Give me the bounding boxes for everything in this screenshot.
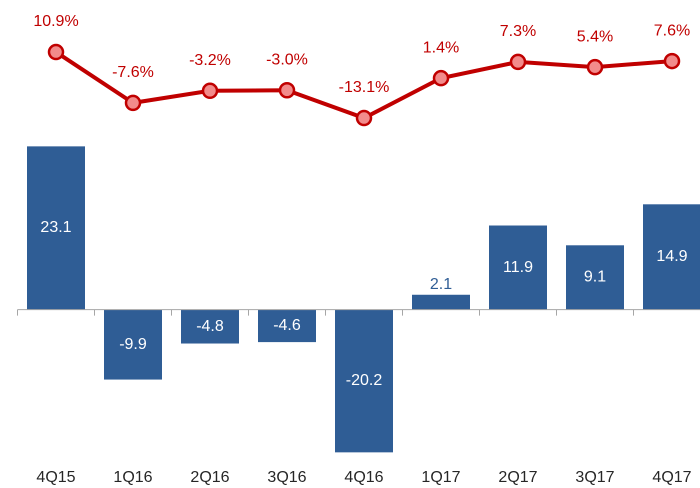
bar-value-label: 14.9 [656, 248, 687, 265]
line-marker [432, 69, 450, 87]
line-marker [355, 109, 373, 127]
line-value-label: 5.4% [577, 28, 613, 45]
bar [258, 309, 316, 343]
line-value-label: -3.2% [189, 52, 231, 69]
line-marker [586, 58, 604, 76]
bar-value-label: 9.1 [584, 269, 606, 286]
line-value-label: -13.1% [339, 79, 390, 96]
bar-value-label: 11.9 [503, 259, 533, 276]
bar-value-label: 23.1 [40, 219, 71, 236]
line-value-label: -3.0% [266, 51, 308, 68]
bar-value-label: -9.9 [119, 336, 147, 353]
line-marker [278, 82, 296, 99]
x-tick-label: 1Q17 [421, 469, 460, 486]
x-tick-label: 3Q16 [267, 469, 306, 486]
line-marker [201, 82, 219, 100]
bar-value-label: -4.8 [196, 318, 224, 335]
line-value-label: 7.3% [500, 23, 536, 40]
line-value-label: 10.9% [33, 13, 78, 30]
x-tick-label: 2Q17 [498, 469, 537, 486]
line-marker [124, 94, 142, 112]
bar-value-label: -4.6 [273, 317, 301, 334]
bar [181, 309, 239, 344]
bar [489, 225, 547, 310]
line-marker [663, 52, 681, 70]
x-tick-label: 4Q15 [36, 469, 75, 486]
x-tick-label: 2Q16 [190, 469, 229, 486]
x-tick-label: 1Q16 [113, 469, 152, 486]
bar [335, 309, 393, 453]
bar-value-label: 2.1 [430, 276, 452, 293]
line-marker [47, 43, 65, 61]
x-tick-label: 4Q16 [344, 469, 383, 486]
line-value-label: 7.6% [654, 22, 690, 39]
line-marker [509, 53, 527, 71]
x-tick-label: 4Q17 [652, 469, 691, 486]
bar [566, 245, 624, 310]
x-tick-label: 3Q17 [575, 469, 614, 486]
bar [643, 204, 700, 310]
line-value-label: 1.4% [423, 39, 459, 56]
bar [412, 294, 470, 310]
bar-value-label: -20.2 [346, 372, 383, 389]
bar [27, 146, 85, 310]
bar [104, 309, 162, 380]
line-value-label: -7.6% [112, 64, 154, 81]
